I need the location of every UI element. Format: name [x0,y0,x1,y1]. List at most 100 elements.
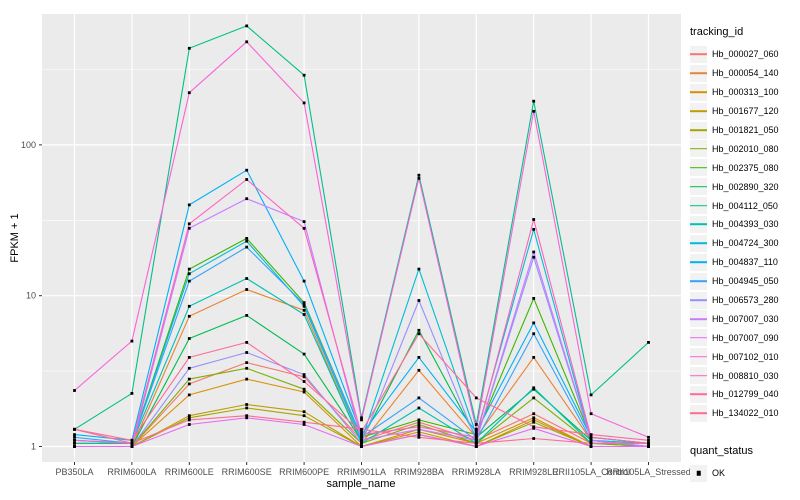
data-point [360,433,363,436]
data-point [647,435,650,439]
quant-legend-items: OK [690,464,798,483]
legend-item-Hb_004724_300: Hb_004724_300 [690,234,798,253]
legend-color-line [690,242,707,245]
legend-color-line [690,129,707,131]
data-point [245,239,249,243]
legend-color-line [690,318,707,320]
data-point [532,228,536,231]
data-point [532,332,536,336]
data-point [245,245,249,249]
data-point [302,420,306,424]
data-point [130,445,134,448]
legend-item-label: Hb_004945_050 [712,276,779,287]
data-point [187,46,191,50]
legend-color-line [690,91,707,94]
data-point [474,438,478,442]
x-tick-label: RRII105LA_Control [552,467,630,477]
legend-item-Hb_002890_320: Hb_002890_320 [690,177,798,196]
data-point [474,445,478,448]
data-point [417,299,421,302]
data-point [73,438,76,442]
data-point [647,441,650,445]
data-point [360,427,363,431]
legend-item-Hb_002010_080: Hb_002010_080 [690,139,798,158]
legend-key-swatch [690,197,707,215]
data-point [187,203,191,207]
legend-item-label: Hb_004724_300 [712,238,779,249]
x-axis-title: sample_name [326,478,396,490]
data-point [302,375,306,379]
data-point [187,416,191,420]
data-point [589,441,593,445]
legend-key-swatch [690,253,707,271]
legend-color-line [690,280,707,282]
legend-item-label: Hb_007102_010 [712,351,779,362]
data-point [302,352,306,356]
legend-color-line [690,299,707,301]
x-tick-label: RRIM600PE [279,467,329,477]
data-point [589,438,593,442]
data-point [130,438,134,442]
data-point [417,423,421,426]
data-point [187,393,191,397]
legend-title: tracking_id [690,26,744,38]
data-point [417,173,421,177]
data-point [417,406,421,410]
legend-item-Hb_006573_280: Hb_006573_280 [690,291,798,310]
legend-item-Hb_001677_120: Hb_001677_120 [690,102,798,121]
data-point [474,427,478,431]
data-point [417,332,421,336]
legend-item-Hb_134022_010: Hb_134022_010 [690,404,798,423]
data-point [417,435,421,439]
legend-item-Hb_000054_140: Hb_000054_140 [690,64,798,83]
data-point [532,416,536,420]
legend-key-swatch [690,45,707,63]
legend-color-line [690,53,707,56]
data-point [360,441,363,445]
legend-item-label: Hb_001821_050 [712,125,779,135]
data-point [73,441,76,445]
y-tick-label: 100 [21,140,36,150]
data-point [417,396,421,400]
data-point [417,430,421,434]
legend-key-swatch [690,140,707,158]
data-point [360,416,363,420]
data-point [302,373,306,376]
data-point [417,356,421,359]
data-point [187,314,191,318]
legend-key-swatch [690,64,707,82]
legend-item-label: Hb_007007_030 [712,313,779,324]
data-point [187,423,191,426]
legend-item-label: Hb_007007_090 [712,332,779,343]
legend-key-swatch [690,272,707,290]
legend-color-line [690,374,707,377]
data-point [532,255,536,259]
quant-legend-item-label: OK [712,468,726,479]
data-point [245,406,249,410]
data-point [187,272,191,276]
quant-legend-item-OK: OK [690,464,798,483]
data-point [187,91,191,95]
data-point [245,40,249,44]
data-point [417,267,421,271]
data-point [245,361,249,364]
data-point [474,396,478,400]
data-point [187,279,191,283]
data-point [417,420,421,424]
data-point [532,425,536,429]
legend-tracking-id: tracking_id Hb_000027_060 Hb_000054_140 Hb… [690,26,798,423]
y-tick-label: 1 [31,442,36,452]
quant-legend-title: quant_status [690,445,753,457]
x-tick-label: RRIM600LA [107,467,156,477]
x-tick-label: RRIM928LA [452,467,501,477]
data-point [302,410,306,414]
legend-item-label: Hb_001677_120 [712,106,779,117]
data-point [647,438,650,442]
legend-key-swatch [690,310,707,328]
legend-key-swatch [690,385,707,403]
legend-color-line [690,223,707,226]
legend-item-label: Hb_000313_100 [712,87,779,98]
data-point [187,267,191,271]
legend-item-label: Hb_000054_140 [712,68,779,79]
